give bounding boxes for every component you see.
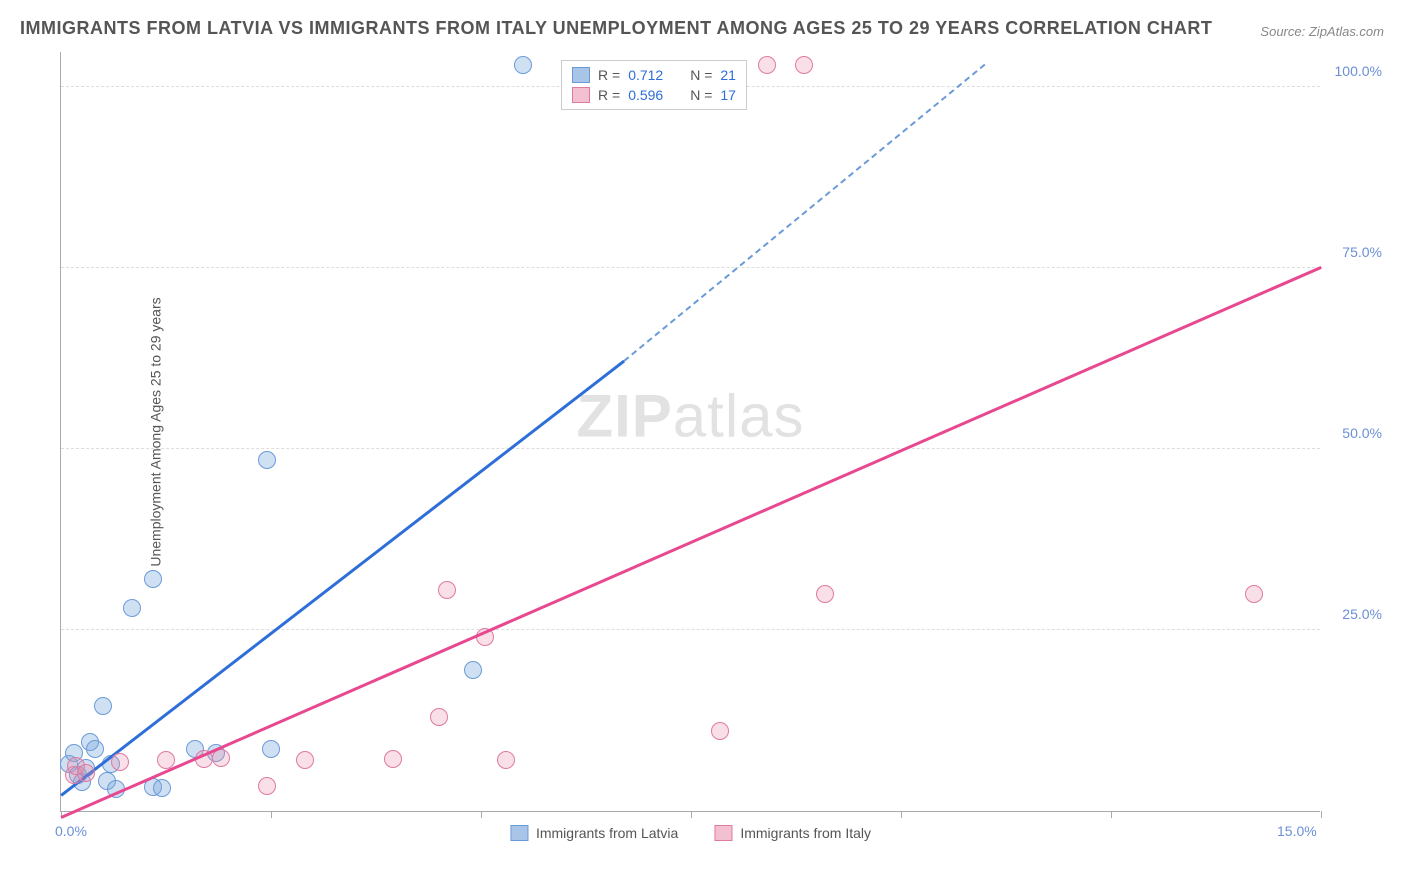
x-tick bbox=[691, 811, 692, 818]
data-point bbox=[77, 764, 95, 782]
x-tick bbox=[481, 811, 482, 818]
data-point bbox=[795, 56, 813, 74]
data-point bbox=[258, 451, 276, 469]
scatter-plot: ZIPatlas Unemployment Among Ages 25 to 2… bbox=[60, 52, 1320, 812]
data-point bbox=[514, 56, 532, 74]
gridline-horizontal bbox=[61, 267, 1320, 268]
legend-r-value: 0.596 bbox=[628, 87, 674, 103]
y-axis-label: Unemployment Among Ages 25 to 29 years bbox=[148, 297, 164, 566]
x-tick-label: 15.0% bbox=[1277, 823, 1317, 839]
data-point bbox=[94, 697, 112, 715]
legend-n-value: 21 bbox=[720, 67, 736, 83]
legend-swatch bbox=[572, 87, 590, 103]
data-point bbox=[212, 749, 230, 767]
y-tick-label: 75.0% bbox=[1342, 244, 1382, 260]
legend-stats: R = 0.712 N = 21 R = 0.596 N = 17 bbox=[561, 60, 747, 110]
x-tick bbox=[271, 811, 272, 818]
data-point bbox=[1245, 585, 1263, 603]
legend-r-label: R = bbox=[598, 67, 620, 83]
data-point bbox=[711, 722, 729, 740]
legend-n-label: N = bbox=[690, 87, 712, 103]
legend-n-value: 17 bbox=[720, 87, 736, 103]
data-point bbox=[111, 753, 129, 771]
legend-item-label: Immigrants from Italy bbox=[740, 825, 871, 841]
legend-swatch bbox=[572, 67, 590, 83]
gridline-horizontal bbox=[61, 448, 1320, 449]
source-credit: Source: ZipAtlas.com bbox=[1260, 24, 1384, 39]
gridline-horizontal bbox=[61, 629, 1320, 630]
data-point bbox=[153, 779, 171, 797]
legend-r-label: R = bbox=[598, 87, 620, 103]
data-point bbox=[464, 661, 482, 679]
legend-swatch bbox=[510, 825, 528, 841]
data-point bbox=[430, 708, 448, 726]
data-point bbox=[296, 751, 314, 769]
data-point bbox=[123, 599, 141, 617]
data-point bbox=[258, 777, 276, 795]
x-tick bbox=[1321, 811, 1322, 818]
data-point bbox=[144, 570, 162, 588]
source-label: Source: bbox=[1260, 24, 1305, 39]
data-point bbox=[262, 740, 280, 758]
source-site: ZipAtlas.com bbox=[1309, 24, 1384, 39]
data-point bbox=[86, 740, 104, 758]
legend-n-label: N = bbox=[690, 67, 712, 83]
legend-r-value: 0.712 bbox=[628, 67, 674, 83]
data-point bbox=[758, 56, 776, 74]
data-point bbox=[816, 585, 834, 603]
data-point bbox=[384, 750, 402, 768]
legend-bottom: Immigrants from Latvia Immigrants from It… bbox=[510, 825, 871, 841]
legend-item: Immigrants from Latvia bbox=[510, 825, 678, 841]
legend-item: Immigrants from Italy bbox=[714, 825, 871, 841]
trend-line bbox=[60, 266, 1321, 818]
chart-area: ZIPatlas Unemployment Among Ages 25 to 2… bbox=[60, 52, 1380, 842]
legend-swatch bbox=[714, 825, 732, 841]
page-title: IMMIGRANTS FROM LATVIA VS IMMIGRANTS FRO… bbox=[20, 18, 1212, 39]
legend-item-label: Immigrants from Latvia bbox=[536, 825, 678, 841]
y-tick-label: 25.0% bbox=[1342, 606, 1382, 622]
watermark-bold: ZIP bbox=[576, 383, 672, 450]
x-tick bbox=[1111, 811, 1112, 818]
data-point bbox=[497, 751, 515, 769]
watermark: ZIPatlas bbox=[576, 382, 804, 451]
y-tick-label: 100.0% bbox=[1335, 63, 1382, 79]
x-tick bbox=[901, 811, 902, 818]
data-point bbox=[438, 581, 456, 599]
legend-stats-row: R = 0.596 N = 17 bbox=[572, 85, 736, 105]
y-tick-label: 50.0% bbox=[1342, 425, 1382, 441]
legend-stats-row: R = 0.712 N = 21 bbox=[572, 65, 736, 85]
watermark-light: atlas bbox=[673, 383, 805, 450]
x-tick-label: 0.0% bbox=[55, 823, 87, 839]
